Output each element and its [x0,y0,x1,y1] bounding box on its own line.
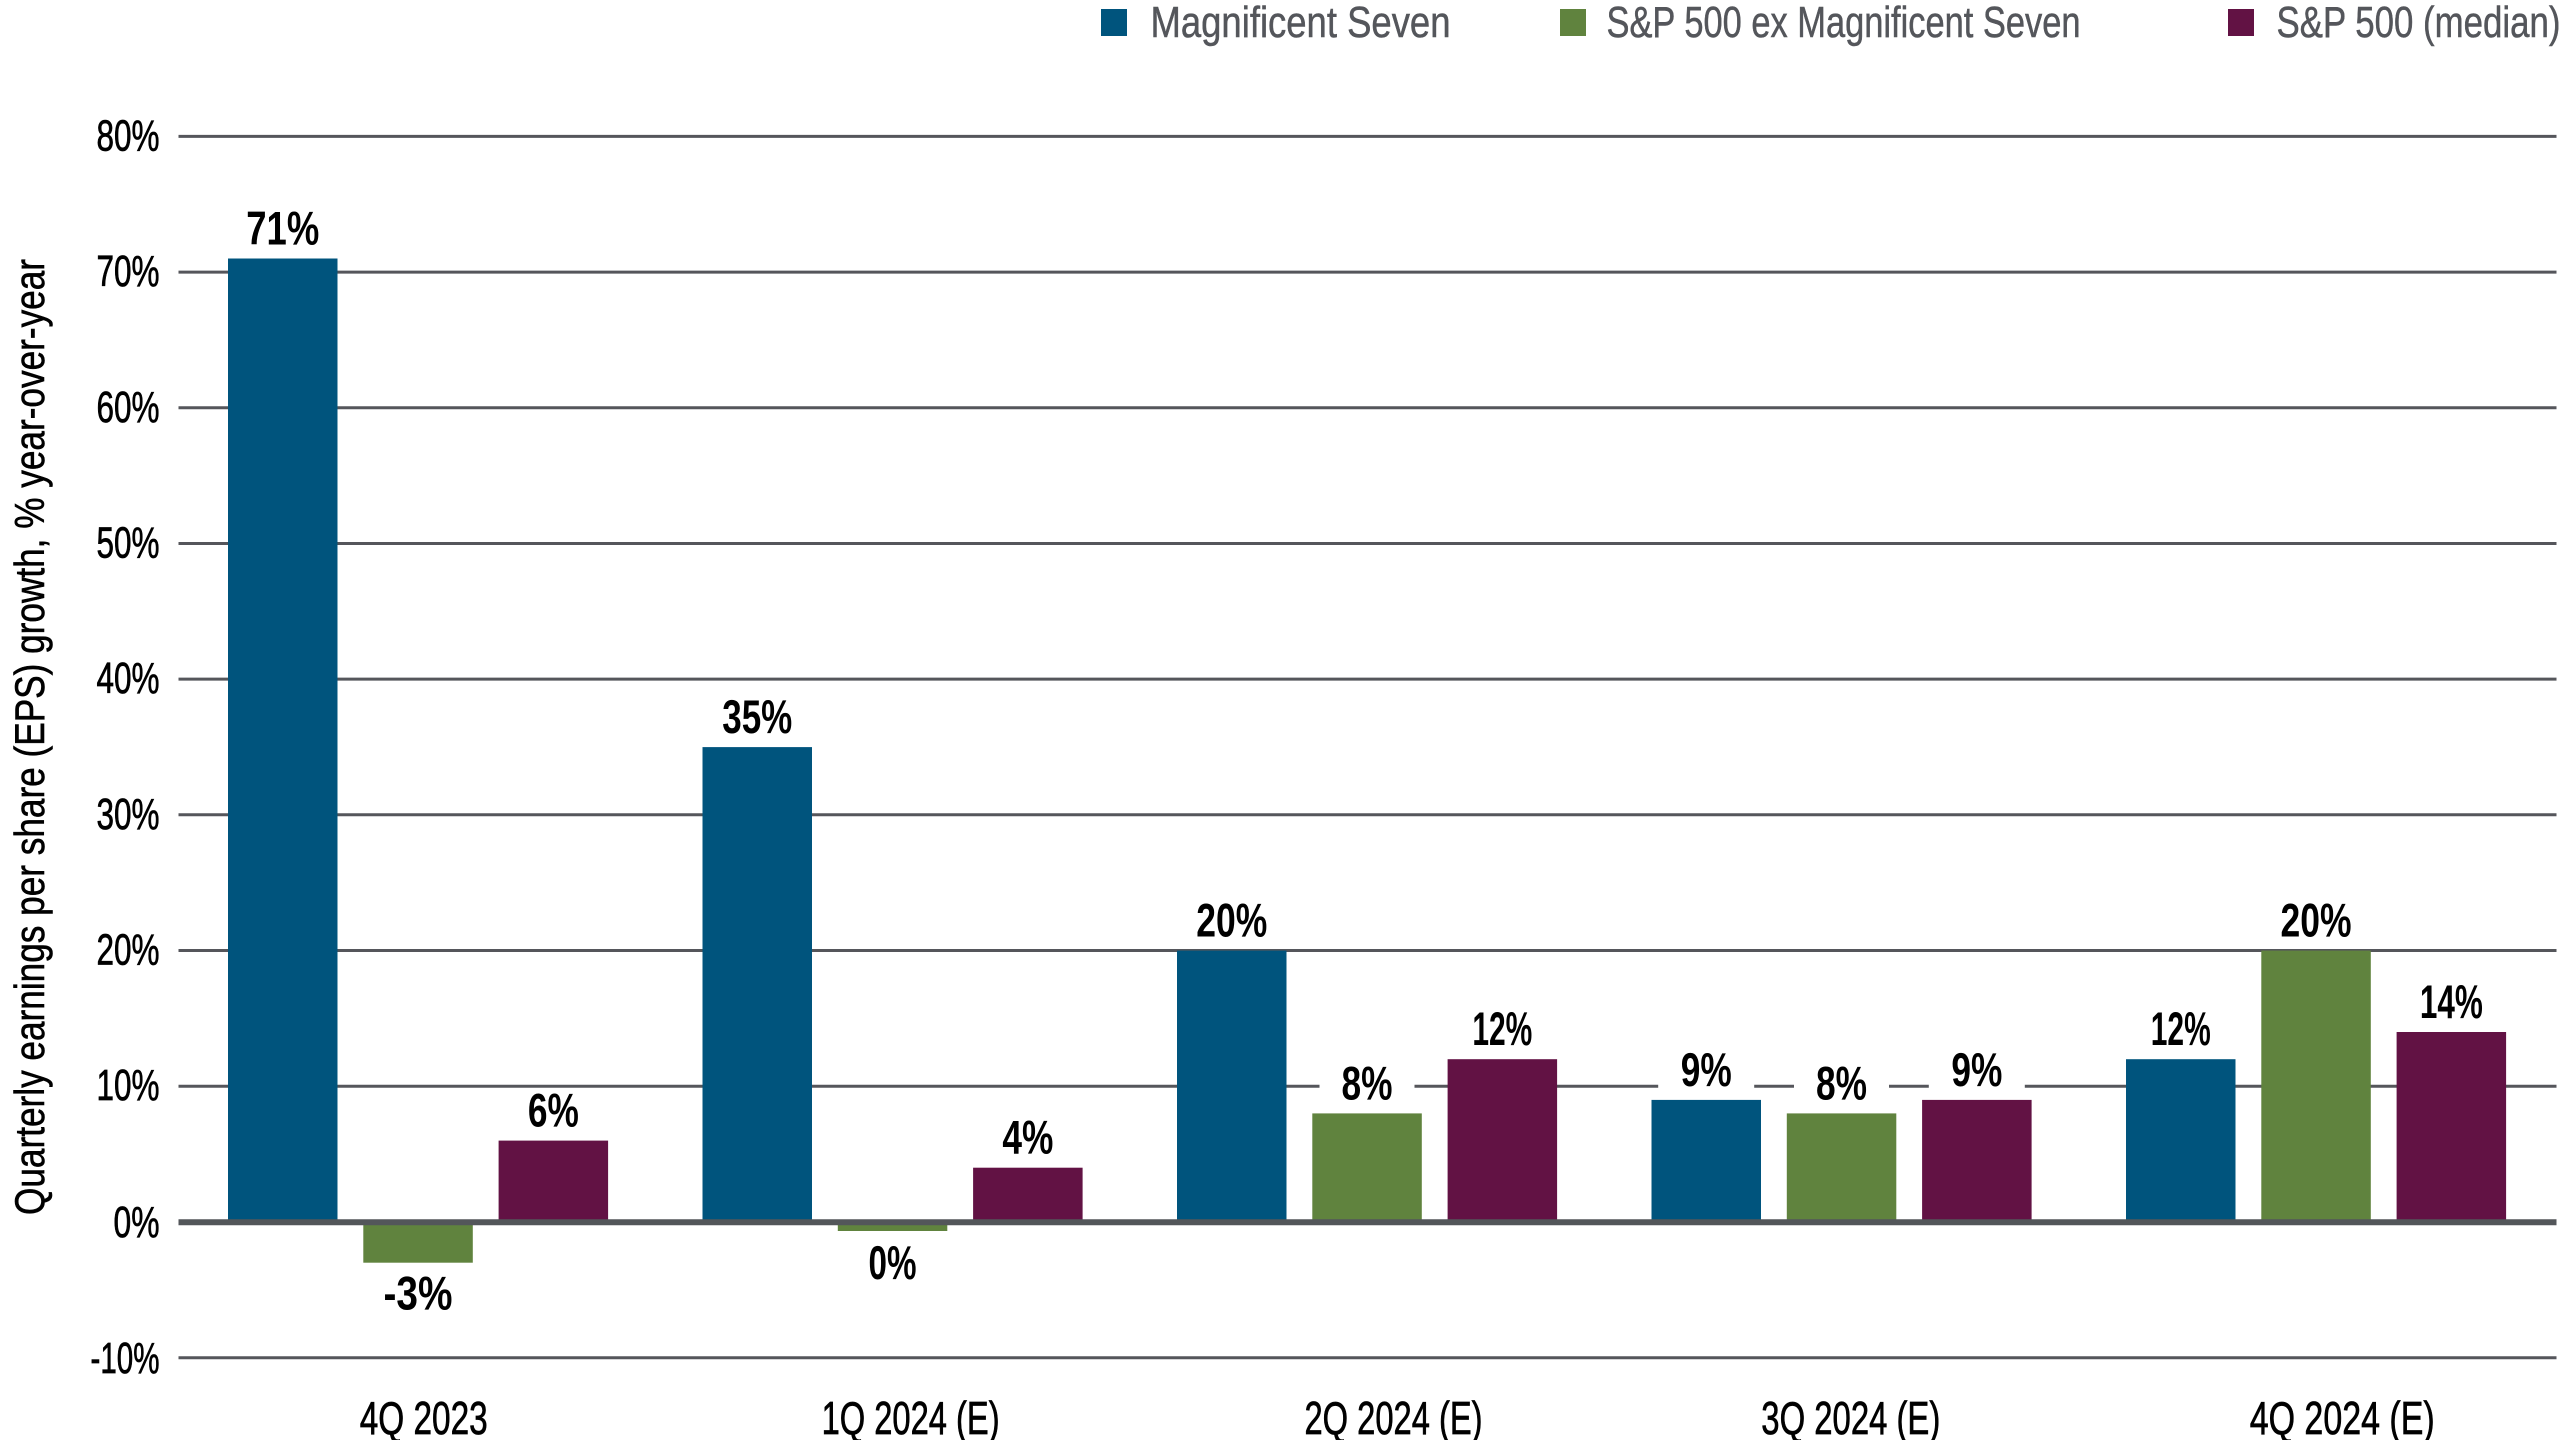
svg-text:0%: 0% [114,1198,160,1247]
svg-text:12%: 12% [1472,1002,1532,1055]
svg-text:3Q 2024 (E): 3Q 2024 (E) [1761,1392,1940,1440]
svg-text:4Q 2023: 4Q 2023 [360,1392,488,1440]
svg-text:14%: 14% [2420,975,2483,1028]
svg-text:9%: 9% [1951,1043,2002,1096]
svg-text:Magnificent Seven: Magnificent Seven [1151,0,1451,47]
svg-text:40%: 40% [97,654,160,703]
svg-text:10%: 10% [97,1061,160,1110]
svg-text:12%: 12% [2151,1002,2211,1055]
svg-text:0%: 0% [869,1236,917,1289]
svg-text:S&P 500 ex Magnificent Seven: S&P 500 ex Magnificent Seven [1607,0,2081,47]
svg-text:20%: 20% [2281,894,2352,947]
svg-text:50%: 50% [97,519,160,568]
svg-text:S&P 500 (median): S&P 500 (median) [2277,0,2560,47]
svg-text:80%: 80% [97,111,160,160]
svg-text:70%: 70% [97,247,160,296]
svg-text:4%: 4% [1002,1111,1053,1164]
svg-text:6%: 6% [528,1084,579,1137]
svg-text:1Q 2024 (E): 1Q 2024 (E) [822,1392,1000,1440]
svg-text:8%: 8% [1816,1056,1867,1109]
svg-text:20%: 20% [1196,894,1267,947]
svg-text:60%: 60% [97,383,160,432]
svg-text:2Q 2024 (E): 2Q 2024 (E) [1305,1392,1483,1440]
svg-text:30%: 30% [97,790,160,839]
svg-text:71%: 71% [246,202,319,255]
svg-text:-3%: -3% [384,1267,453,1320]
svg-text:9%: 9% [1681,1043,1732,1096]
svg-text:Quarterly earnings per share (: Quarterly earnings per share (EPS) growt… [6,259,53,1215]
svg-text:35%: 35% [722,690,792,743]
svg-text:8%: 8% [1342,1056,1393,1109]
svg-text:4Q 2024 (E): 4Q 2024 (E) [2250,1392,2435,1440]
svg-text:-10%: -10% [91,1334,160,1383]
svg-text:20%: 20% [97,926,160,975]
